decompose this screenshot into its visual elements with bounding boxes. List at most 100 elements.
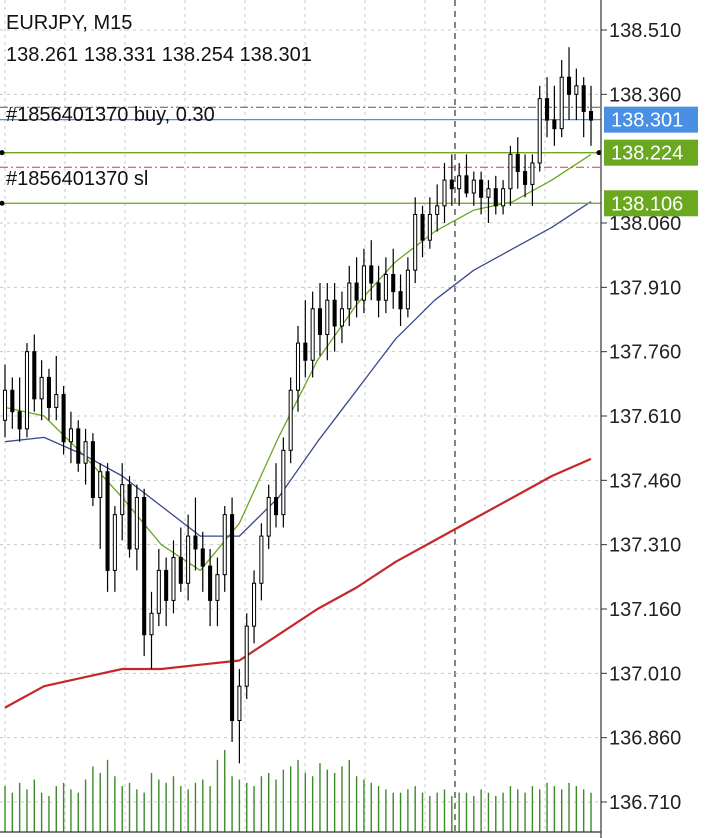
candle: [310, 291, 315, 378]
volume-histogram: [4, 750, 592, 832]
candle: [61, 385, 66, 455]
candle: [449, 154, 454, 206]
candle: [281, 437, 286, 528]
candle: [566, 47, 572, 121]
candlesticks: [2, 47, 594, 764]
candle: [427, 197, 432, 249]
candle: [420, 205, 425, 258]
candle: [369, 240, 374, 301]
candle: [178, 527, 183, 592]
candle: [142, 488, 147, 657]
ohlc-readout: 138.261 138.331 138.254 138.301: [6, 44, 312, 66]
candle: [523, 154, 528, 198]
candle: [164, 557, 169, 627]
candle: [171, 540, 176, 614]
candle: [559, 60, 564, 138]
candle: [405, 257, 410, 318]
moving-average-line: [4, 457, 592, 709]
candle: [105, 463, 110, 592]
price-tag: 138.224: [604, 139, 698, 166]
candle: [413, 197, 418, 284]
price-tick-label: 137.760: [609, 342, 681, 364]
price-tick-label: 138.060: [609, 213, 681, 235]
candle: [149, 591, 154, 670]
candle: [98, 463, 103, 549]
candle: [464, 154, 469, 198]
moving-average-line: [4, 201, 592, 537]
candle: [552, 85, 557, 146]
price-tick-label: 136.860: [609, 728, 681, 750]
moving-average-lines: [4, 153, 592, 709]
candle: [76, 420, 81, 472]
candle: [39, 360, 44, 421]
candle: [325, 283, 330, 361]
candle: [486, 180, 491, 224]
candle: [273, 463, 279, 528]
candle: [288, 377, 293, 464]
candle: [90, 433, 95, 507]
price-tick-label: 137.610: [609, 406, 681, 428]
price-tag-label: 138.301: [611, 110, 683, 132]
candle: [545, 77, 550, 138]
price-tick-label: 137.310: [609, 535, 681, 557]
candle: [2, 364, 8, 438]
candle: [156, 548, 161, 627]
candle: [317, 283, 323, 356]
candle: [537, 85, 542, 172]
level-dot: [0, 150, 5, 156]
order-label[interactable]: #1856401370 buy, 0.30: [6, 104, 215, 126]
candle: [237, 669, 242, 764]
candle: [127, 476, 132, 558]
price-tag: 138.106: [604, 190, 698, 217]
symbol-timeframe: EURJPY, M15: [6, 12, 133, 34]
candle: [581, 77, 586, 138]
candle: [332, 283, 337, 352]
candle: [68, 411, 73, 464]
candle: [471, 171, 476, 206]
level-dot: [596, 150, 602, 156]
stop-loss-label[interactable]: #1856401370 sl: [6, 168, 149, 190]
candle: [588, 85, 594, 146]
candle: [398, 274, 403, 326]
candle: [303, 300, 308, 378]
trade-level-lines: [0, 106, 602, 206]
candle: [46, 368, 51, 421]
candle: [252, 570, 257, 644]
candle: [391, 248, 396, 309]
candle: [230, 497, 235, 742]
candle: [339, 291, 344, 344]
candle: [112, 506, 117, 592]
candle: [120, 463, 125, 541]
price-tick-label: 137.460: [609, 470, 681, 492]
candle: [435, 184, 440, 232]
candle: [17, 377, 22, 442]
candle: [376, 265, 381, 318]
candle: [295, 325, 301, 412]
price-tag: 138.301: [604, 106, 698, 133]
price-tick-label: 136.710: [609, 792, 681, 814]
candle: [266, 484, 271, 549]
candle: [361, 248, 366, 314]
candle: [457, 162, 462, 206]
candle: [244, 613, 249, 700]
price-tick-label: 137.160: [609, 599, 681, 621]
candle: [354, 257, 359, 318]
candle: [186, 514, 191, 601]
price-tag-label: 138.106: [611, 193, 683, 215]
candle: [501, 180, 506, 215]
candle: [259, 523, 264, 601]
candle: [193, 497, 198, 571]
candle: [442, 162, 447, 224]
candle: [83, 428, 88, 485]
price-tick-label: 138.360: [609, 84, 681, 106]
price-tick-label: 138.510: [609, 20, 681, 42]
candle: [32, 334, 37, 412]
candle: [215, 557, 220, 627]
candle: [222, 506, 227, 592]
price-tags: 138.301 138.224 138.106: [604, 106, 698, 217]
candle: [530, 154, 535, 206]
candle: [493, 175, 498, 215]
price-tick-label: 137.910: [609, 277, 681, 299]
candle: [479, 171, 484, 215]
